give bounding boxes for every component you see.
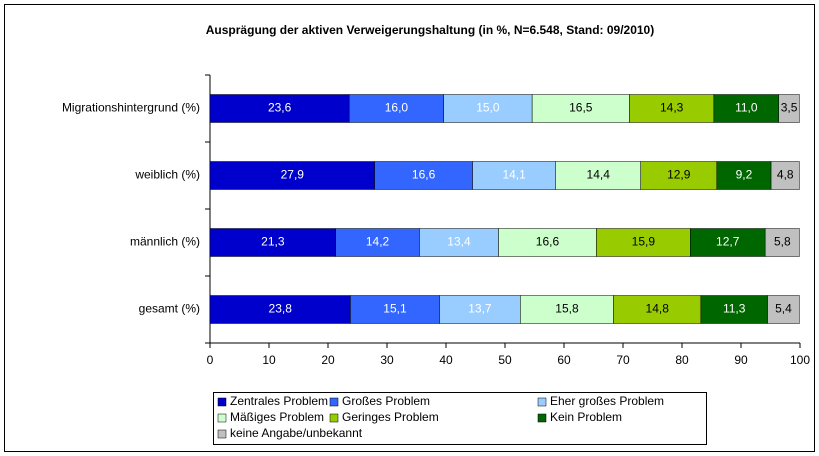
value-label: 15,1	[383, 302, 407, 316]
value-label: 16,0	[385, 101, 409, 115]
bar-segment	[498, 228, 597, 257]
value-label: 15,9	[632, 235, 656, 249]
bar-segment	[778, 94, 800, 123]
x-tick-label: 20	[321, 353, 335, 367]
value-label: 4,8	[777, 168, 794, 182]
value-label: 27,9	[281, 168, 305, 182]
bar-segment	[209, 94, 350, 123]
x-tick-label: 50	[498, 353, 512, 367]
value-label: 12,7	[716, 235, 740, 249]
bar-segment	[520, 295, 614, 324]
bar-segment	[690, 228, 766, 257]
value-label: 12,9	[667, 168, 691, 182]
bar-segment	[335, 228, 420, 257]
legend-label: Eher großes Problem	[550, 394, 664, 408]
x-tick-label: 30	[380, 353, 394, 367]
bar-segment	[770, 161, 800, 190]
value-label: 16,6	[412, 168, 436, 182]
bar-segment	[439, 295, 521, 324]
bar-segment	[716, 161, 772, 190]
value-label: 14,8	[646, 302, 670, 316]
bar-segment	[613, 295, 702, 324]
x-tick-label: 70	[616, 353, 630, 367]
legend-swatch	[537, 397, 547, 407]
value-label: 14,3	[660, 101, 684, 115]
bar-segment	[472, 161, 556, 190]
legend-swatch	[329, 397, 339, 407]
bar-segment	[348, 94, 444, 123]
value-label: 3,5	[781, 101, 798, 115]
legend-label: keine Angabe/unbekannt	[230, 426, 363, 440]
legend-label: Mäßiges Problem	[230, 410, 324, 424]
legend-swatch	[329, 413, 339, 423]
chart-border	[4, 4, 815, 452]
x-tick-label: 40	[439, 353, 453, 367]
legend-swatch	[217, 413, 227, 423]
value-label: 23,8	[269, 302, 293, 316]
x-tick-label: 80	[675, 353, 689, 367]
legend-label: Kein Problem	[550, 410, 622, 424]
value-label: 11,0	[735, 101, 758, 115]
bar-segment	[700, 295, 768, 324]
x-tick-label: 90	[734, 353, 748, 367]
bar-segment	[209, 295, 351, 324]
bar-segment	[350, 295, 440, 324]
bar-segment	[596, 228, 691, 257]
bar-segment	[209, 161, 375, 190]
bar-segment	[555, 161, 641, 190]
value-label: 5,8	[774, 235, 791, 249]
y-tick-label: Migrationshintergrund (%)	[62, 101, 200, 115]
y-tick-label: weiblich (%)	[134, 168, 200, 182]
value-label: 14,4	[587, 168, 611, 182]
legend-swatch	[217, 397, 227, 407]
value-label: 13,7	[468, 302, 492, 316]
value-label: 11,3	[723, 302, 746, 316]
y-tick-label: männlich (%)	[130, 235, 200, 249]
value-label: 16,5	[569, 101, 593, 115]
value-label: 13,4	[447, 235, 471, 249]
x-tick-label: 10	[262, 353, 276, 367]
value-label: 21,3	[261, 235, 285, 249]
bar-segment	[640, 161, 718, 190]
value-label: 23,6	[268, 101, 292, 115]
value-label: 14,2	[366, 235, 390, 249]
bar-segment	[374, 161, 473, 190]
x-tick-label: 0	[207, 353, 214, 367]
bar-segment	[767, 295, 800, 324]
legend-label: Geringes Problem	[342, 410, 439, 424]
legend-swatch	[217, 429, 227, 439]
value-label: 16,6	[536, 235, 560, 249]
y-tick-label: gesamt (%)	[139, 302, 200, 316]
value-label: 9,2	[736, 168, 753, 182]
bar-segment	[764, 228, 800, 257]
legend-swatch	[537, 413, 547, 423]
value-label: 15,8	[555, 302, 579, 316]
x-tick-label: 100	[790, 353, 810, 367]
value-label: 14,1	[502, 168, 526, 182]
bar-segment	[419, 228, 499, 257]
chart-title: Ausprägung der aktiven Verweigerungshalt…	[206, 23, 654, 37]
value-label: 5,4	[775, 302, 792, 316]
bar-segment	[209, 228, 336, 257]
legend-label: Zentrales Problem	[230, 394, 328, 408]
legend-box	[213, 392, 707, 445]
bar-segment	[443, 94, 533, 123]
x-tick-label: 60	[557, 353, 571, 367]
value-label: 15,0	[476, 101, 500, 115]
bar-segment	[629, 94, 715, 123]
legend-label: Großes Problem	[342, 394, 430, 408]
bar-segment	[713, 94, 780, 123]
